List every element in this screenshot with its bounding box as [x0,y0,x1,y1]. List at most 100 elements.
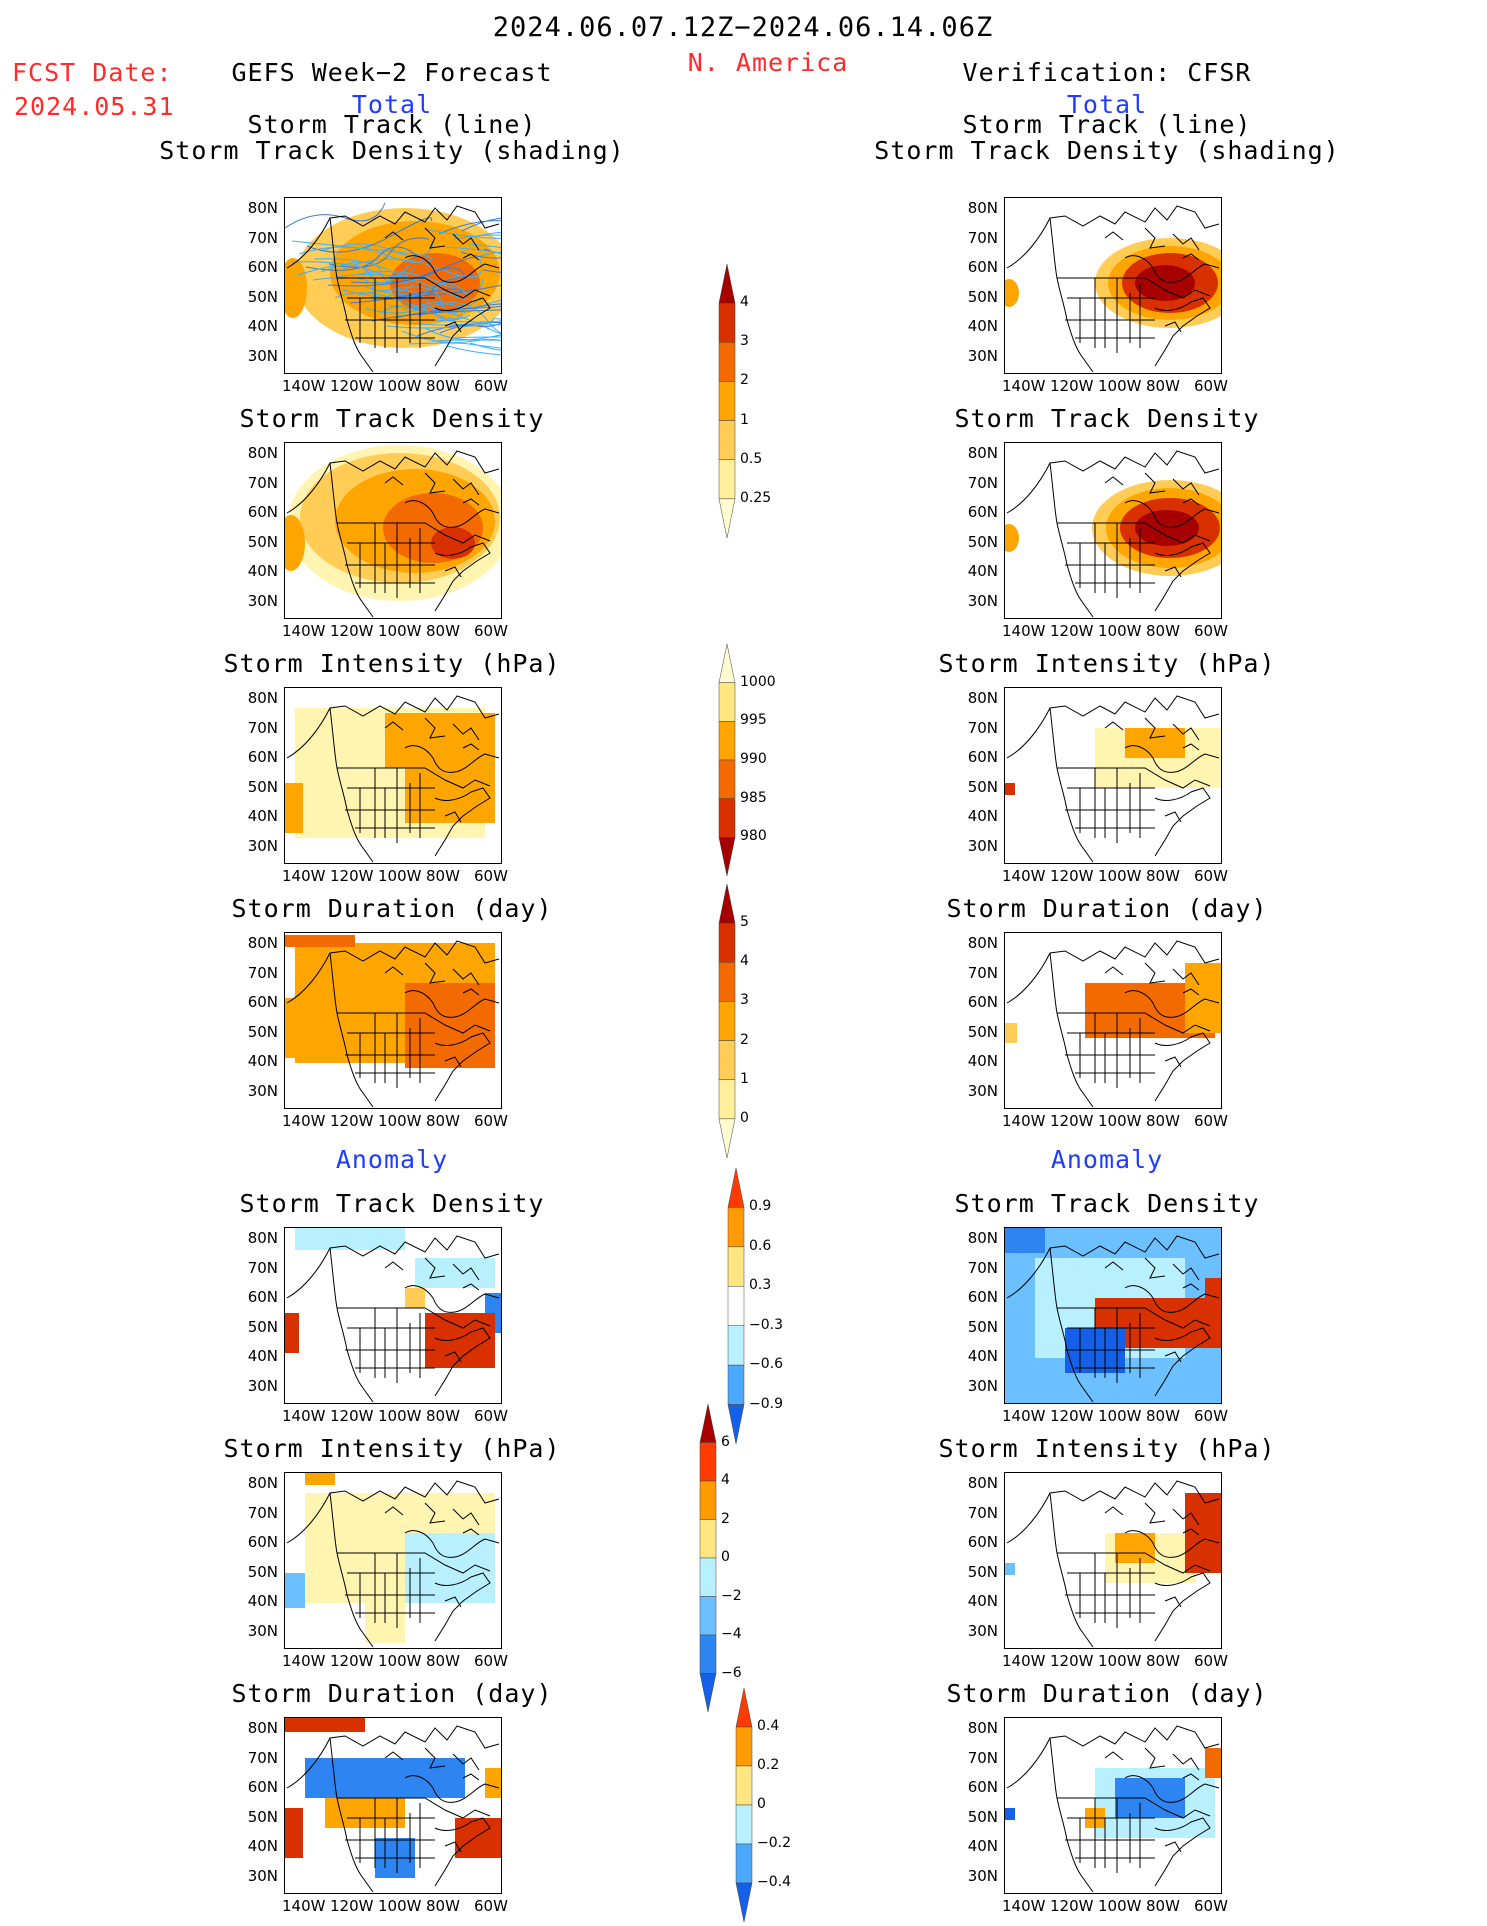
right-a-density-map-lat-label: 60N [967,1288,998,1306]
right-density-map-lat-label: 70N [967,473,998,492]
right-duration-map-lat-label: 30N [967,1081,998,1100]
anom-density-colorbar-segment [727,1325,745,1366]
right-track-title-1: Storm Track (line) [962,110,1252,139]
duration-colorbar-tick-label: 4 [740,953,749,970]
left-column-title: GEFS Week−2 Forecast [231,58,553,87]
left-intensity-map-lat-label: 60N [247,748,278,766]
anom-intensity-colorbar-segment [699,1673,717,1713]
right-a-intensity-map-lat-label: 70N [967,1503,998,1522]
left-a-intensity-map-lat-label: 40N [247,1592,278,1610]
anom-density-colorbar-tick-label: −0.6 [749,1356,783,1373]
left-intensity-map-lat-label: 50N [247,777,278,796]
duration-colorbar-segment [718,883,736,924]
left-a-duration-map-field [285,1718,501,1893]
right-density-map-lat-label: 30N [967,591,998,610]
left-intensity-map [284,687,502,864]
right-intensity-map-lon-label: 80W [1146,867,1180,885]
left-density-map-lon-label: 100W [378,622,422,640]
left-a-duration-map-lon-label: 80W [426,1897,460,1915]
right-duration-title: Storm Duration (day) [946,894,1268,923]
left-a-density-title: Storm Track Density [239,1189,545,1218]
left-a-intensity-map-lat-label: 70N [247,1503,278,1522]
right-density-map-lat-label: 40N [967,562,998,580]
fcst-date-label: FCST Date: [12,58,173,87]
density-colorbar-segment [718,420,736,460]
anom-duration-colorbar-tick-label: 0.2 [757,1757,780,1773]
left-a-density-map-lat-label: 60N [247,1288,278,1306]
left-a-density-map-lon-label: 80W [426,1407,460,1425]
left-intensity-map-lat-label: 80N [247,689,278,707]
right-a-density-title: Storm Track Density [954,1189,1260,1218]
duration-colorbar-tick-label: 3 [740,992,749,1009]
anom-intensity-colorbar: 6 4 2 0 −2 −4 −6 [699,1403,742,1716]
anom-duration-colorbar-tick-label: −0.4 [757,1874,791,1890]
right-intensity-map-lat-label: 70N [967,718,998,737]
intensity-colorbar-tick-label: 995 [740,712,767,729]
density-colorbar-tick-label: 3 [740,333,749,350]
density-colorbar-segment [718,302,736,343]
right-a-intensity-map-field [1005,1480,1221,1648]
anom-intensity-colorbar-segment [699,1557,717,1597]
left-a-density-map-lat-label: 30N [247,1376,278,1395]
left-duration-map [284,932,502,1109]
right-a-intensity-map-lon-label: 120W [1050,1652,1094,1670]
left-duration-map-field [285,935,500,1108]
left-a-intensity-map-lat-label: 30N [247,1621,278,1640]
left-a-density-map-lat-label: 80N [247,1229,278,1247]
right-track-map-lat-label: 50N [967,287,998,306]
left-a-duration-map [284,1717,502,1894]
left-a-density-map-lon-label: 120W [330,1407,374,1425]
left-track-map-lon-label: 100W [378,377,422,395]
anom-duration-colorbar-segment [735,1882,753,1923]
anom-duration-colorbar-segment [735,1687,753,1728]
right-a-density-map-lat-label: 40N [967,1347,998,1365]
right-a-duration-map-lat-label: 60N [967,1778,998,1796]
left-duration-map-lon-label: 100W [378,1112,422,1130]
left-a-intensity-map-lat-label: 80N [247,1474,278,1492]
right-density-map-lon-label: 140W [1002,622,1046,640]
right-intensity-map-lon-label: 60W [1194,867,1228,885]
density-colorbar-tick-label: 4 [740,294,749,311]
right-duration-map-lat-label: 60N [967,993,998,1011]
left-a-intensity-map-lon-label: 80W [426,1652,460,1670]
right-a-density-map-lat-label: 80N [967,1229,998,1247]
anom-duration-colorbar-segment [735,1765,753,1806]
density-colorbar-segment [718,381,736,421]
right-a-duration-title: Storm Duration (day) [946,1679,1268,1708]
right-a-density-map-lat-label: 50N [967,1317,998,1336]
intensity-colorbar-tick-label: 1000 [740,673,776,690]
left-intensity-map-lon-label: 60W [474,867,508,885]
right-anomaly-label: Anomaly [1050,1145,1164,1174]
duration-colorbar-segment [718,922,736,963]
left-track-map-lon-label: 80W [426,377,460,395]
intensity-colorbar: 1000 995 990 985 980 [718,643,776,880]
right-column-title: Verification: CFSR [962,58,1252,87]
right-duration-map-lon-label: 120W [1050,1112,1094,1130]
left-density-map-lon-label: 60W [474,622,508,640]
density-colorbar-tick-label: 0.5 [740,450,763,467]
left-duration-map-lat-label: 70N [247,963,278,982]
density-colorbar-segment [718,498,736,539]
right-a-density-map-field [1005,1228,1221,1403]
right-a-density-map-lon-label: 100W [1098,1407,1142,1425]
right-track-map-field [1005,205,1221,373]
right-track-map [1004,197,1222,374]
duration-colorbar-segment [718,1040,736,1080]
duration-colorbar-tick-label: 2 [740,1031,749,1048]
left-a-intensity-map-lon-label: 140W [282,1652,326,1670]
left-track-map-lon-label: 60W [474,377,508,395]
intensity-colorbar-tick-label: 985 [740,789,767,806]
left-track-map-lat-label: 70N [247,228,278,247]
right-a-density-map-lon-label: 120W [1050,1407,1094,1425]
anom-density-colorbar-segment [727,1286,745,1326]
right-intensity-map [1004,687,1222,864]
anom-density-colorbar-tick-label: 0.6 [749,1237,772,1254]
left-density-title: Storm Track Density [239,404,545,433]
anom-duration-colorbar: 0.4 0.2 0 −0.2 −0.4 [735,1687,791,1926]
left-a-intensity-map-lat-label: 50N [247,1562,278,1581]
right-duration-map-lat-label: 80N [967,934,998,952]
right-density-map-field [1005,450,1221,618]
left-a-density-map-lat-label: 70N [247,1258,278,1277]
right-duration-map-lat-label: 70N [967,963,998,982]
left-track-map-field [285,202,501,373]
